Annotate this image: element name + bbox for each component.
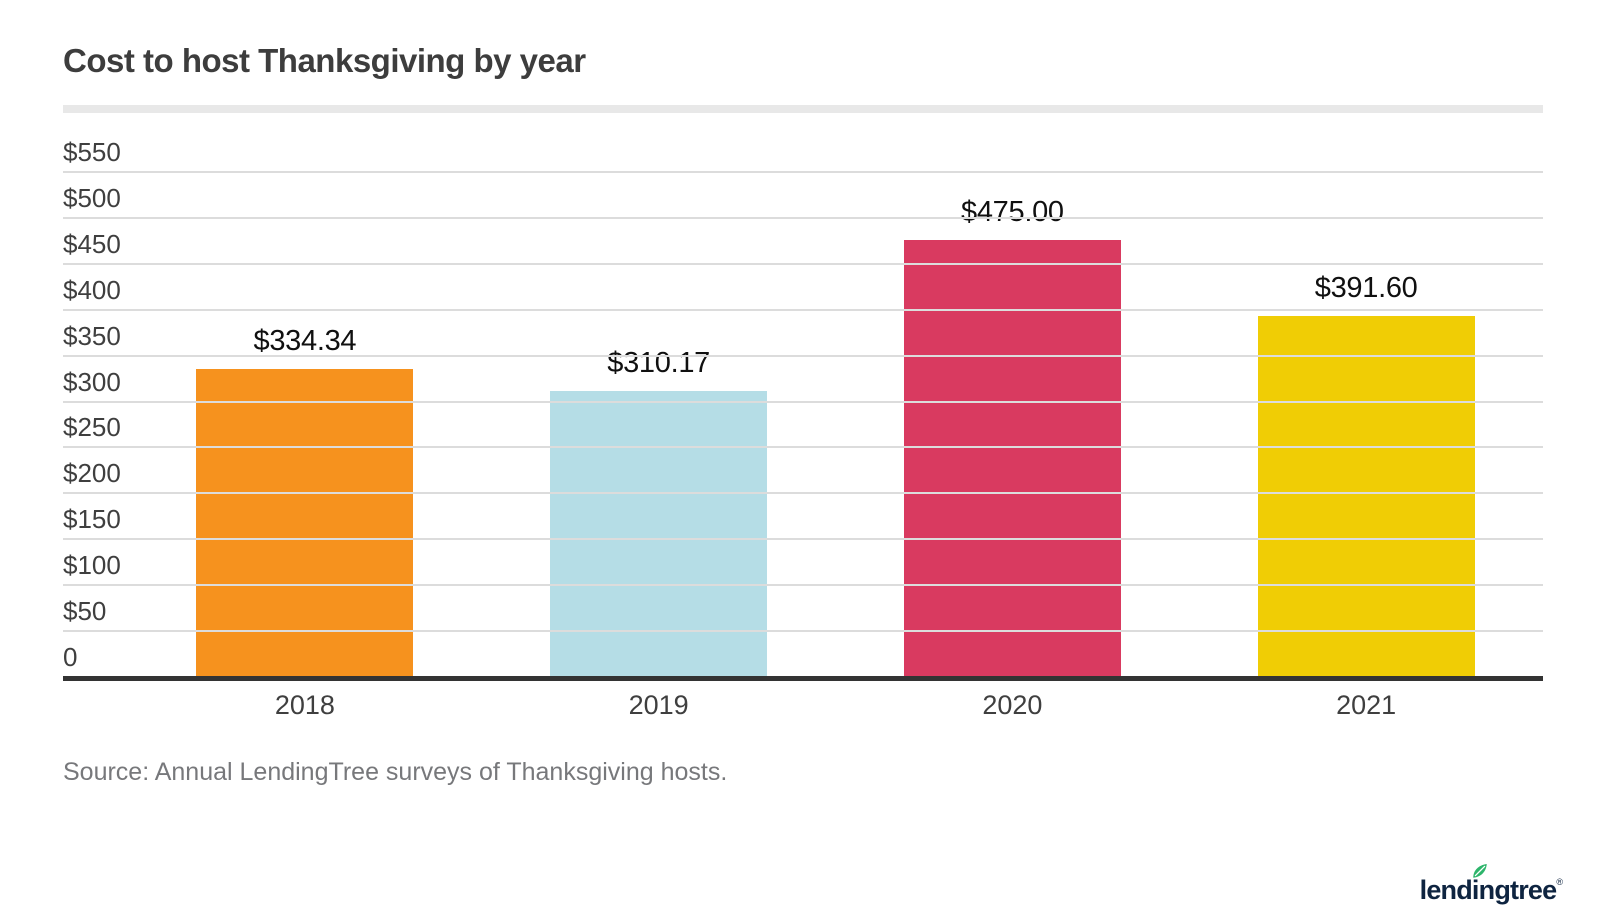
bar-column-2021: $391.60	[1189, 113, 1543, 676]
bar-2019	[550, 391, 768, 676]
x-axis-line	[63, 676, 1543, 681]
gridline	[63, 630, 1543, 633]
x-axis-tick-label: 2021	[1336, 690, 1397, 720]
y-axis-tick-label: $350	[63, 320, 121, 351]
x-axis-tick-label: 2020	[982, 690, 1043, 720]
leaf-icon	[1472, 863, 1487, 878]
gridline	[63, 584, 1543, 587]
y-axis-tick-label: $450	[63, 228, 121, 259]
gridline	[63, 400, 1543, 403]
gridline	[63, 216, 1543, 219]
y-axis-tick-label: $550	[63, 137, 121, 167]
bar-value-label: $334.34	[253, 325, 357, 358]
gridline	[63, 538, 1543, 541]
bar-value-label: $475.00	[961, 195, 1064, 228]
bar-2018	[196, 369, 414, 676]
gridline	[63, 308, 1543, 311]
y-axis-tick-label: $400	[63, 274, 121, 305]
x-axis-tick-label: 2018	[274, 690, 335, 720]
bar-2020	[903, 239, 1121, 676]
gridline	[63, 492, 1543, 495]
x-axis-tick-label: 2019	[628, 690, 689, 720]
bar-column-2020: $475.00	[836, 113, 1190, 676]
gridline	[63, 171, 1543, 173]
bar-2021	[1257, 316, 1475, 676]
lendingtree-logo: lendingtree®	[1419, 863, 1563, 906]
source-note: Source: Annual LendingTree surveys of Th…	[63, 758, 728, 786]
plot-area: $334.34 $310.17 $475.00 $391.60 $550 $500 $45…	[63, 113, 1543, 681]
y-axis-tick-label: $250	[63, 412, 121, 443]
bar-column-2018: $334.34	[128, 113, 482, 676]
bars-row: $334.34 $310.17 $475.00 $391.60	[128, 113, 1543, 676]
logo-text: lendingtree	[1419, 875, 1558, 905]
registered-mark: ®	[1556, 877, 1563, 887]
y-axis-tick-label: $200	[63, 458, 121, 489]
x-labels-row: 2018 2019 2020 2021	[128, 690, 1543, 721]
y-axis-tick-label: $300	[63, 366, 121, 397]
y-axis-tick-label: $500	[63, 182, 121, 213]
y-axis-tick-label: $100	[63, 550, 121, 581]
bar-column-2019: $310.17	[482, 113, 836, 676]
gridline	[63, 446, 1543, 449]
title-divider	[63, 105, 1543, 113]
bar-value-label: $391.60	[1314, 272, 1418, 305]
gridline	[63, 262, 1543, 265]
gridline	[63, 354, 1543, 357]
y-axis-tick-label: $150	[63, 504, 121, 535]
bar-value-label: $310.17	[607, 347, 710, 380]
y-axis-tick-label: $50	[63, 596, 107, 627]
chart-title: Cost to host Thanksgiving by year	[63, 42, 586, 79]
y-axis-tick-label: 0	[63, 642, 78, 672]
